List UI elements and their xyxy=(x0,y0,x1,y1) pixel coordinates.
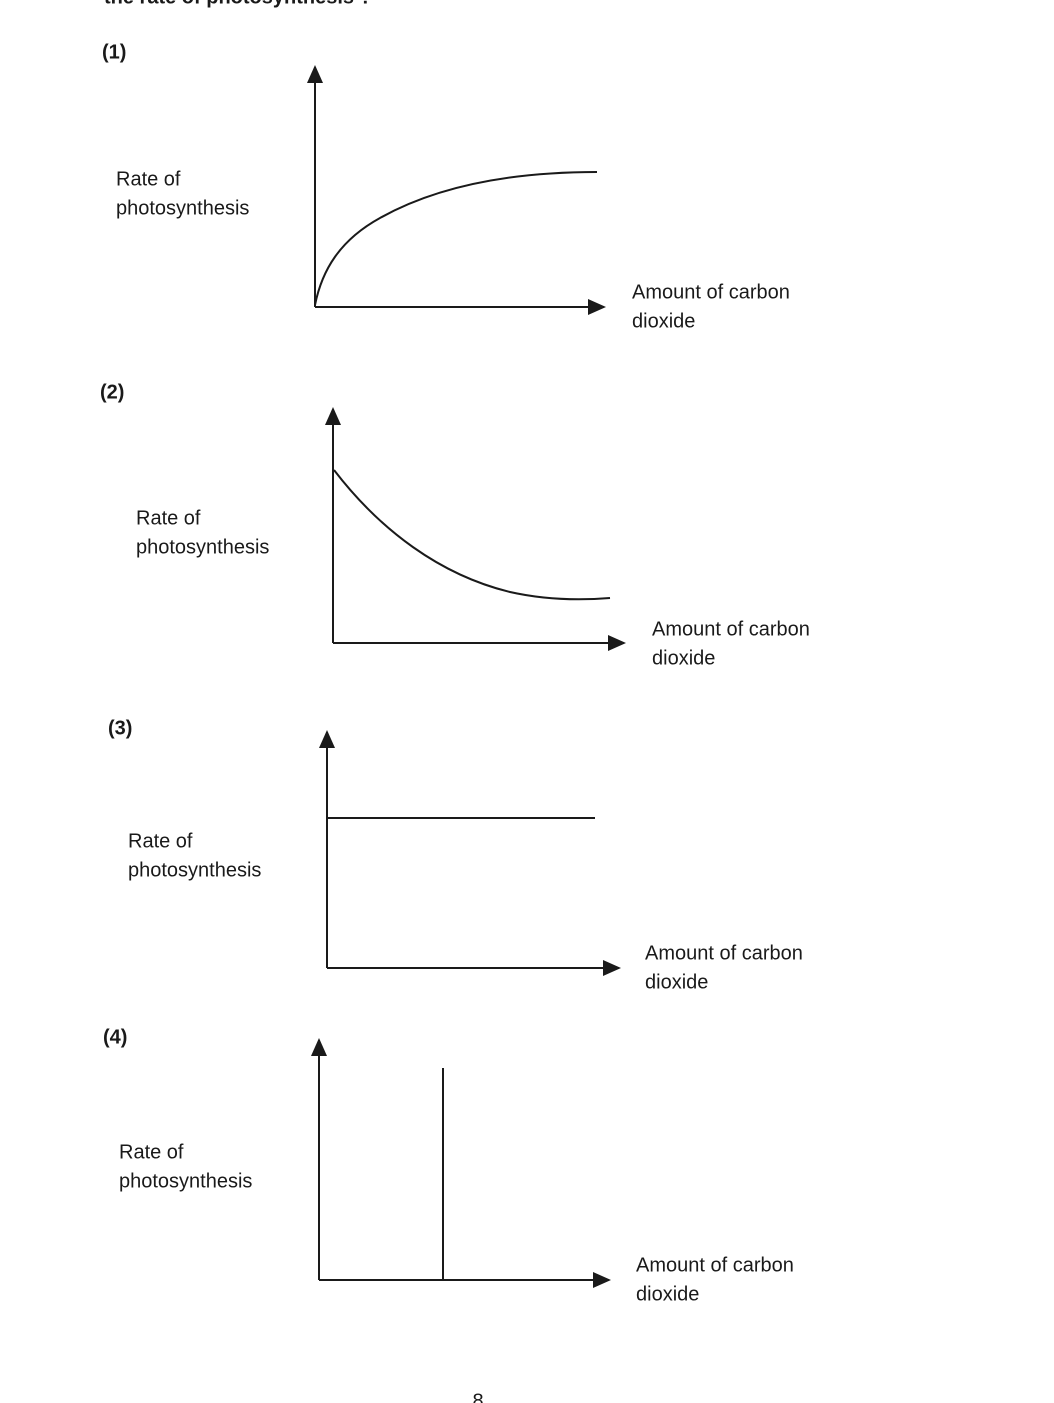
option-number: (2) xyxy=(100,381,124,403)
curve xyxy=(333,469,611,601)
y-axis-label: photosynthesis xyxy=(128,859,261,881)
y-axis-label: Rate of xyxy=(136,507,201,529)
page-number: 8 xyxy=(472,1390,483,1403)
x-axis-label: Amount of carbon xyxy=(632,281,790,303)
header-text: the rate of photosynthesis ? xyxy=(104,0,372,8)
x-axis-label: dioxide xyxy=(636,1283,699,1305)
option-number: (3) xyxy=(108,717,132,739)
graph-2 xyxy=(325,407,626,651)
x-axis-label: Amount of carbon xyxy=(652,618,810,640)
curve xyxy=(314,171,598,306)
graph-3 xyxy=(319,730,621,976)
y-axis-label: Rate of xyxy=(119,1141,184,1163)
graph-1 xyxy=(307,65,606,315)
y-axis-label: Rate of xyxy=(116,168,181,190)
x-axis-label: dioxide xyxy=(652,647,715,669)
x-axis-label: Amount of carbon xyxy=(645,942,803,964)
y-axis-label: photosynthesis xyxy=(136,536,269,558)
y-axis-label: Rate of xyxy=(128,830,193,852)
x-axis-label: dioxide xyxy=(632,310,695,332)
y-axis-label: photosynthesis xyxy=(119,1170,252,1192)
y-axis-label: photosynthesis xyxy=(116,197,249,219)
graph-4 xyxy=(311,1038,611,1288)
x-axis-label: Amount of carbon xyxy=(636,1254,794,1276)
option-number: (1) xyxy=(102,41,126,63)
option-number: (4) xyxy=(103,1026,127,1048)
x-axis-label: dioxide xyxy=(645,971,708,993)
